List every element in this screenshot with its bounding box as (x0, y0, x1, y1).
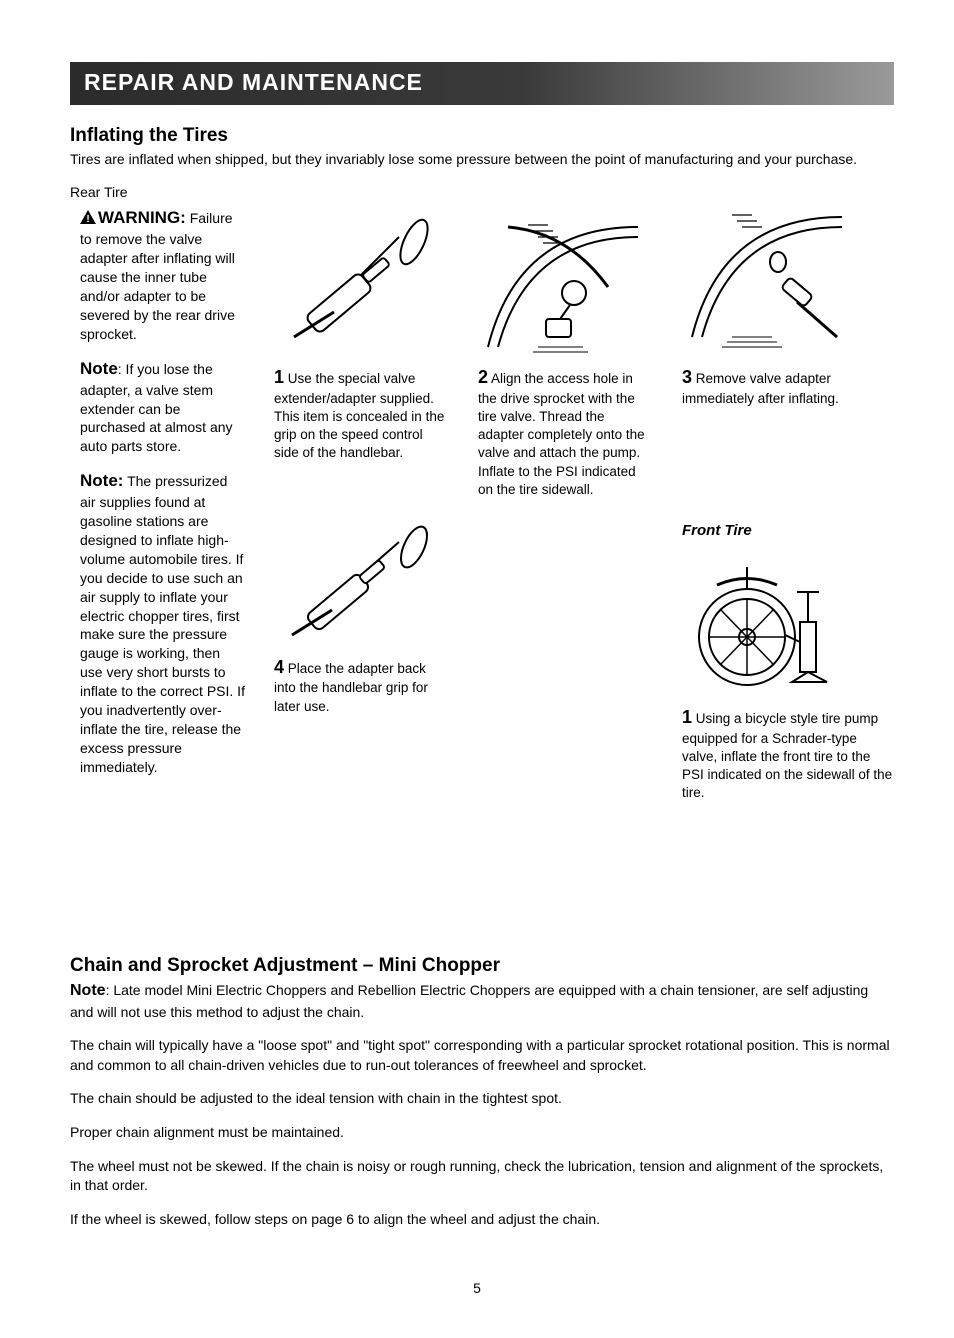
step2-text: 2 Align the access hole in the drive spr… (478, 365, 654, 499)
step3-text: 3 Remove valve adapter immediately after… (682, 365, 894, 408)
page-banner: REPAIR AND MAINTENANCE (70, 62, 894, 105)
chain-p3: Proper chain alignment must be maintaine… (70, 1123, 894, 1143)
chain-p1: The chain will typically have a "loose s… (70, 1036, 894, 1075)
chain-p2: The chain should be adjusted to the idea… (70, 1089, 894, 1109)
rear-tire-label: Rear Tire (70, 183, 894, 202)
warning-text: Failure to remove the valve adapter afte… (80, 210, 235, 341)
step3-num: 3 (682, 367, 692, 387)
illustration-step2 (478, 207, 648, 357)
note2-text: The pressurized air supplies found at ga… (80, 473, 245, 774)
front-step1-body: Using a bicycle style tire pump equipped… (682, 711, 892, 800)
note2-label: Note: (80, 471, 123, 490)
note1-block: Note: If you lose the adapter, a valve s… (80, 358, 246, 457)
warning-icon: ! (80, 210, 96, 229)
step1-body: Use the special valve extender/adapter s… (274, 371, 444, 460)
step2-body: Align the access hole in the drive sproc… (478, 371, 645, 496)
page-number: 5 (0, 1279, 954, 1298)
step4-num: 4 (274, 657, 284, 677)
section-chain-title: Chain and Sprocket Adjustment – Mini Cho… (70, 953, 894, 979)
note1-label: Note (80, 359, 118, 378)
chain-note-text: : Late model Mini Electric Choppers and … (70, 982, 868, 1019)
step2-num: 2 (478, 367, 488, 387)
step4-text: 4 Place the adapter back into the handle… (274, 655, 450, 716)
front-step1-num: 1 (682, 707, 692, 727)
step3-body: Remove valve adapter immediately after i… (682, 371, 839, 405)
front-step1-text: 1 Using a bicycle style tire pump equipp… (682, 705, 894, 802)
step1-num: 1 (274, 367, 284, 387)
note2-block: Note: The pressurized air supplies found… (80, 470, 246, 776)
warning-label: WARNING: (98, 208, 186, 227)
chain-p4: The wheel must not be skewed. If the cha… (70, 1157, 894, 1196)
illustration-front-step1 (682, 547, 852, 697)
chain-note: Note: Late model Mini Electric Choppers … (70, 980, 894, 1022)
illustration-step1 (274, 207, 444, 357)
section-inflating-title: Inflating the Tires (70, 123, 894, 149)
chain-p5: If the wheel is skewed, follow steps on … (70, 1210, 894, 1230)
step1-text: 1 Use the special valve extender/adapter… (274, 365, 450, 462)
svg-text:!: ! (86, 214, 89, 224)
section-inflating-intro: Tires are inflated when shipped, but the… (70, 150, 894, 169)
illustration-step4 (274, 517, 444, 647)
front-tire-label: Front Tire (682, 521, 894, 541)
warning-block: ! WARNING: Failure to remove the valve a… (80, 207, 246, 343)
chain-note-label: Note (70, 982, 106, 999)
step4-body: Place the adapter back into the handleba… (274, 661, 428, 714)
illustration-step3 (682, 207, 852, 357)
